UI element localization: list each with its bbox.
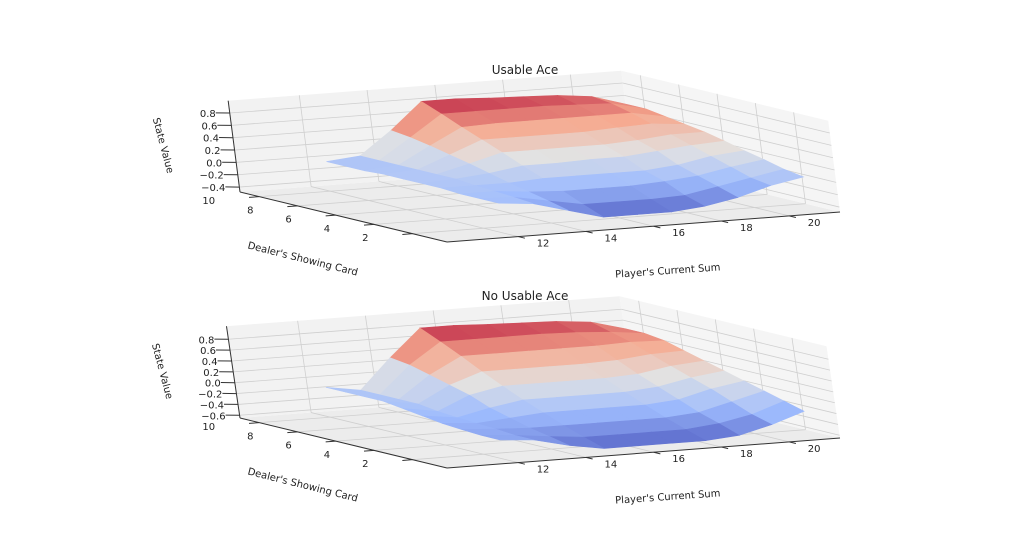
y-axis-label: Dealer's Showing Card bbox=[246, 467, 358, 505]
y-tick bbox=[325, 214, 336, 217]
z-tick-label: −0.6 bbox=[201, 411, 225, 422]
y-tick bbox=[248, 422, 260, 424]
y-tick-label: 8 bbox=[247, 205, 253, 216]
x-tick bbox=[789, 441, 797, 444]
z-tick-label: 0.8 bbox=[198, 335, 214, 346]
y-tick-label: 10 bbox=[202, 422, 215, 433]
z-tick-label: 0.4 bbox=[202, 357, 218, 368]
grid-line-z bbox=[622, 82, 830, 134]
y-tick-label: 6 bbox=[285, 215, 291, 226]
y-tick bbox=[402, 233, 413, 235]
x-tick bbox=[585, 456, 593, 460]
y-tick-label: 4 bbox=[324, 450, 330, 461]
x-tick-label: 16 bbox=[672, 228, 685, 239]
y-tick bbox=[363, 449, 375, 452]
x-tick bbox=[518, 236, 525, 239]
z-tick-label: −0.2 bbox=[198, 390, 222, 401]
subplot-0 bbox=[215, 70, 841, 243]
x-axis-line bbox=[446, 211, 841, 243]
grid-line-y bbox=[793, 112, 806, 204]
z-tick-label: 0.6 bbox=[200, 346, 216, 357]
z-tick-label: 0.8 bbox=[200, 109, 216, 120]
z-axis-line bbox=[225, 326, 241, 419]
z-axis-line bbox=[227, 100, 241, 193]
y-tick-label: 4 bbox=[324, 224, 330, 235]
grid-line-z bbox=[621, 308, 829, 360]
y-tick bbox=[363, 223, 375, 226]
z-tick-label: 0.6 bbox=[201, 121, 217, 132]
x-axis-label: Player's Current Sum bbox=[615, 488, 721, 506]
y-tick bbox=[325, 440, 336, 443]
x-tick bbox=[585, 230, 593, 234]
grid-line-x bbox=[298, 95, 312, 187]
chart-title: Usable Ace bbox=[492, 63, 559, 77]
z-tick-label: −0.4 bbox=[200, 400, 224, 411]
y-tick-label: 10 bbox=[202, 196, 215, 207]
surface-patch bbox=[479, 196, 534, 204]
z-tick-label: 0.4 bbox=[203, 134, 219, 145]
grid-line-y bbox=[412, 203, 806, 235]
x-tick-label: 20 bbox=[808, 218, 821, 229]
x-tick-label: 12 bbox=[537, 465, 550, 476]
x-tick bbox=[653, 225, 661, 229]
z-tick-label: −0.4 bbox=[201, 183, 225, 194]
y-tick-label: 6 bbox=[285, 441, 291, 452]
chart-title: No Usable Ace bbox=[482, 289, 569, 303]
x-tick-label: 14 bbox=[604, 459, 617, 470]
y-tick-label: 2 bbox=[362, 233, 368, 244]
x-tick-label: 14 bbox=[604, 233, 617, 244]
x-tick-label: 18 bbox=[740, 449, 753, 460]
y-tick bbox=[248, 196, 260, 198]
grid-line-z bbox=[228, 308, 622, 340]
y-axis-label: Dealer's Showing Card bbox=[246, 241, 358, 279]
y-tick bbox=[287, 205, 298, 208]
grid-line-z bbox=[229, 82, 623, 114]
x-axis-label: Player's Current Sum bbox=[615, 262, 721, 280]
x-tick-label: 16 bbox=[672, 454, 685, 465]
z-tick-label: −0.2 bbox=[199, 171, 223, 182]
z-tick-label: 0.0 bbox=[206, 158, 222, 169]
grid-line-z bbox=[622, 319, 831, 371]
x-tick bbox=[518, 462, 525, 465]
z-tick-label: 0.2 bbox=[205, 146, 221, 157]
x-tick bbox=[789, 215, 797, 218]
y-tick bbox=[287, 431, 298, 434]
grid-line-z bbox=[624, 94, 832, 146]
z-tick-label: 0.0 bbox=[205, 379, 221, 390]
x-tick-label: 20 bbox=[808, 444, 821, 455]
z-axis-label: State Value bbox=[149, 342, 174, 400]
subplot-1 bbox=[214, 296, 841, 469]
x-axis-line bbox=[446, 437, 841, 469]
x-tick bbox=[721, 446, 729, 450]
y-tick-label: 2 bbox=[362, 459, 368, 470]
z-axis-label: State Value bbox=[150, 117, 175, 175]
x-tick bbox=[721, 220, 729, 224]
z-tick-label: 0.2 bbox=[203, 368, 219, 379]
y-tick bbox=[402, 459, 413, 461]
y-tick-label: 8 bbox=[247, 431, 253, 442]
x-tick bbox=[653, 451, 661, 455]
x-tick-label: 12 bbox=[537, 239, 550, 250]
surface-patch bbox=[480, 434, 535, 441]
x-tick-label: 18 bbox=[740, 223, 753, 234]
